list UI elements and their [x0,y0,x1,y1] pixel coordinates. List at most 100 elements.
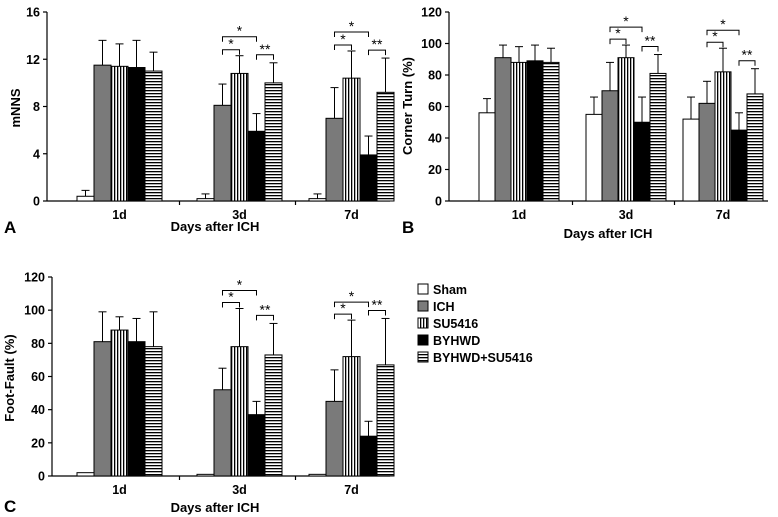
panel-a-bar-sham-1d [76,195,95,202]
panel-a-sig-3d-ich-vs-su5416-bracket [222,49,240,55]
panel-c-y-tick-label-40: 40 [31,403,45,417]
panel-c-y-tick-label-120: 120 [24,271,45,285]
panel-c-xlabel: Days after ICH [171,500,260,515]
panel-c-bar-ich-1d [93,341,112,477]
panel-c-y-tick-label-80: 80 [31,337,45,351]
panel-c-sig-7d-ich-vs-byhwd-label: * [349,288,355,304]
panel-c-bar-ich-3d [213,389,232,477]
panel-b-sig-7d-byhwd-vs-byhwd-su5416-label: ** [742,47,753,63]
legend-label-byhwd-su5416: BYHWD+SU5416 [433,351,533,365]
panel-b-y-tick-label-0: 0 [435,195,442,209]
panel-a-bar-byhwd-3d [247,130,266,202]
panel-a-bar-ich-1d [93,64,112,202]
panel-a-bar-byhwd-su5416-7d [376,91,395,202]
panel-b-bar-sham-7d [682,118,700,202]
panel-a-sig-7d-ich-vs-su5416-bracket [334,44,352,50]
panel-a-sig-7d-ich-vs-byhwd-label: * [349,18,355,34]
panel-b-bar-su5416-1d [510,61,528,202]
panel-c-bar-su5416-3d [230,346,249,477]
panel-a-bar-byhwd-su5416-1d [144,70,163,202]
panel-b-y-tick-label-120: 120 [421,6,442,20]
panel-a-bar-ich-7d [325,117,344,202]
legend: Sham ICH SU5416 BYHWD BYHWD+SU5416 [417,283,533,365]
panel-b-sig-7d-ich-vs-su5416-bracket [706,41,724,48]
panel-b-bar-byhwd-su5416-1d [542,61,560,202]
panel-c-sig-3d-byhwd-vs-byhwd-su5416-label: ** [260,301,271,317]
panel-b-bar-byhwd-su5416-7d [746,93,764,202]
panel-c-sig-3d-ich-vs-su5416-bracket [222,302,240,308]
panel-c-sig-3d-ich-vs-su5416-label: * [228,289,234,305]
legend-label-ich: ICH [433,300,455,314]
panel-b-y-tick-label-20: 20 [428,163,442,177]
panel-b-x-tick-label-1d: 1d [512,208,527,222]
panel-c-sig-3d-ich-vs-byhwd-label: * [237,277,243,293]
panel-b-sig-3d-ich-vs-byhwd-label: * [623,13,629,29]
panel-a-bar-ich-3d [213,104,232,202]
legend-swatch-sham [417,283,429,295]
panel-b-sig-3d-ich-vs-su5416-label: * [615,25,621,41]
panel-c-chart: C Foot-Fault (%) Days after ICH 0 20 40 60 8… [2,271,395,516]
panel-c-bar-byhwd-7d [359,435,378,477]
panel-b-bar-byhwd-su5416-3d [649,72,667,202]
panel-a-ylabel: mNNS [8,88,23,127]
panel-b-y-tick-label-40: 40 [428,132,442,146]
legend-swatch-su5416 [417,317,429,329]
panel-c-y-tick-label-100: 100 [24,304,45,318]
panel-c-x-tick-label-3d: 3d [232,483,247,497]
panel-b-bar-byhwd-3d [633,121,651,202]
panel-b-sig-3d-ich-vs-su5416-bracket [609,38,627,45]
legend-label-sham: Sham [433,283,467,297]
panel-b-y-tick-label-80: 80 [428,69,442,83]
panel-a-bar-sham-3d [196,198,215,202]
panel-c-bar-byhwd-su5416-7d [376,364,395,477]
panel-a-sig-7d-byhwd-vs-byhwd-su5416-label: ** [372,36,383,52]
panel-b-bar-su5416-7d [714,71,732,202]
panel-b-y-tick-label-100: 100 [421,37,442,51]
panel-c-bar-ich-7d [325,400,344,477]
panel-c-x-tick-label-1d: 1d [112,483,127,497]
panel-c-bar-byhwd-su5416-3d [264,354,283,477]
panel-a-sig-3d-byhwd-vs-byhwd-su5416-bracket [256,54,274,60]
panel-c-letter: C [4,497,16,516]
panel-c-bar-sham-1d [76,472,95,477]
panel-a-sig-3d-ich-vs-su5416-label: * [228,36,234,52]
panel-b-bar-ich-1d [494,57,512,202]
panel-c-bar-byhwd-su5416-1d [144,346,163,477]
panel-a-y-tick-label-12: 12 [26,53,40,67]
panel-c-y-tick-label-0: 0 [38,470,45,484]
panel-b-sig-3d-byhwd-vs-byhwd-su5416-label: ** [645,33,656,49]
panel-c-sig-3d-ich-vs-byhwd-bracket [222,290,257,296]
panel-c-bar-su5416-1d [110,329,129,477]
panel-c-sig-7d-ich-vs-byhwd-bracket [334,301,369,308]
panel-a-bar-byhwd-1d [127,67,146,202]
panel-c-y-tick-label-60: 60 [31,370,45,384]
panel-b-x-tick-label-3d: 3d [619,208,634,222]
panel-c-ylabel: Foot-Fault (%) [2,334,17,421]
panel-a-x-tick-label-1d: 1d [112,208,127,222]
panel-b-chart: B Corner Turn (%) Days after ICH 0 20 40 60… [400,6,768,241]
legend-swatch-ich [417,300,429,312]
panel-c-sig-7d-byhwd-vs-byhwd-su5416-label: ** [372,296,383,312]
panel-b-bar-byhwd-7d [730,129,748,202]
panel-b-xlabel: Days after ICH [564,226,653,241]
panel-c-y-tick-label-20: 20 [31,436,45,450]
panel-a-x-tick-label-7d: 7d [344,208,359,222]
panel-b-sig-7d-ich-vs-byhwd-label: * [720,16,726,32]
panel-b-y-tick-label-60: 60 [428,100,442,114]
panel-a-sig-3d-ich-vs-byhwd-label: * [237,23,243,39]
panel-a-y-tick-label-0: 0 [33,195,40,209]
panel-a-letter: A [4,218,16,237]
panel-b-sig-7d-byhwd-vs-byhwd-su5416-bracket [738,60,756,66]
panel-a-y-tick-label-16: 16 [26,6,40,20]
panel-a-bar-su5416-3d [230,72,249,202]
panel-a-sig-7d-ich-vs-su5416-label: * [340,31,346,47]
panel-c-bar-su5416-7d [342,356,361,477]
panel-c-bar-sham-3d [196,473,215,477]
panel-a-xlabel: Days after ICH [171,219,260,234]
panel-b-sig-3d-ich-vs-byhwd-bracket [609,26,643,33]
panel-b-bar-su5416-3d [617,57,635,202]
panel-a-bar-sham-7d [308,198,327,202]
legend-swatch-byhwd-su5416 [417,351,429,363]
panel-b-sig-7d-ich-vs-byhwd-bracket [706,29,740,36]
